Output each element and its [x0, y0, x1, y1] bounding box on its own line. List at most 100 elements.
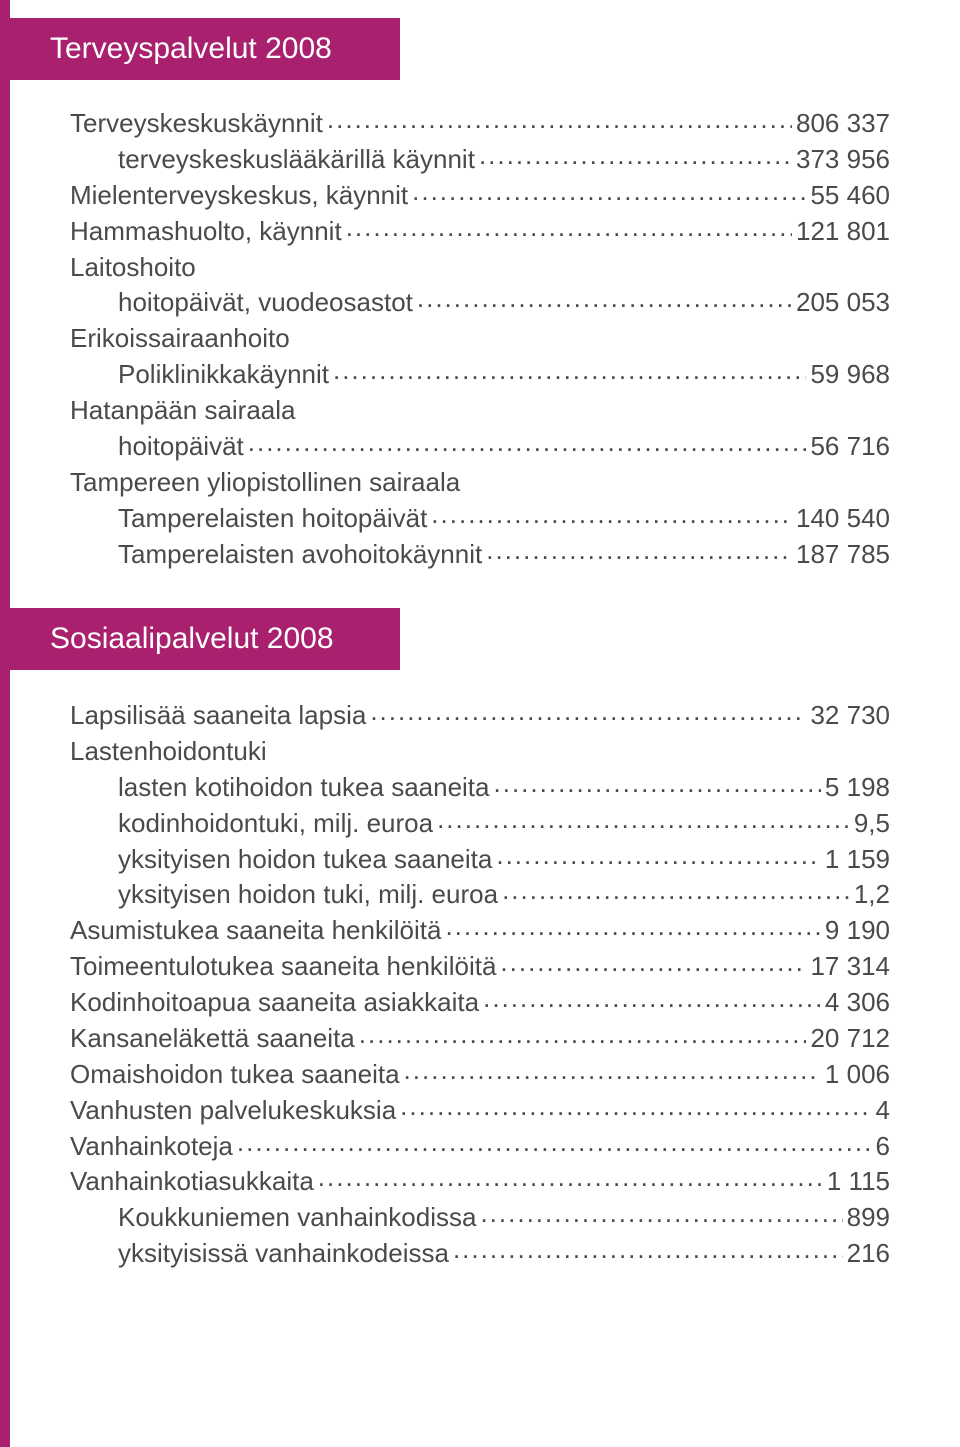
leader-dots	[496, 842, 821, 868]
stat-row: Kodinhoitoapua saaneita asiakkaita 4 306	[70, 985, 890, 1021]
stat-row: Mielenterveyskeskus, käynnit55 460	[70, 178, 890, 214]
stat-value: 9 190	[825, 913, 890, 949]
leader-dots	[494, 770, 821, 796]
leader-dots	[417, 285, 792, 311]
stat-label: Laitoshoito	[70, 250, 196, 286]
stat-label: Vanhainkoteja	[70, 1129, 233, 1165]
stat-value: 5 198	[825, 770, 890, 806]
leader-dots	[479, 142, 792, 168]
stat-row: Omaishoidon tukea saaneita 1 006	[70, 1057, 890, 1093]
stat-value: 32 730	[810, 698, 890, 734]
section-title: Terveyspalvelut 2008	[50, 32, 332, 65]
stat-row: yksityisen hoidon tuki, milj. euroa 1,2	[70, 877, 890, 913]
stat-value: 56 716	[810, 429, 890, 465]
stat-label: Asumistukea saaneita henkilöitä	[70, 913, 441, 949]
page: Terveyspalvelut 2008 Terveyskeskuskäynni…	[0, 0, 960, 1447]
leader-dots	[445, 913, 820, 939]
stat-row: Vanhainkoteja 6	[70, 1129, 890, 1165]
stat-label: Koukkuniemen vanhainkodissa	[118, 1200, 476, 1236]
stat-value: 1,2	[854, 877, 890, 913]
stat-value: 140 540	[796, 501, 890, 537]
leader-dots	[359, 1021, 807, 1047]
stat-label: yksityisen hoidon tukea saaneita	[118, 842, 492, 878]
stat-row: Hammashuolto, käynnit 121 801	[70, 214, 890, 250]
stat-row: Koukkuniemen vanhainkodissa 899	[70, 1200, 890, 1236]
leader-dots	[453, 1236, 843, 1262]
section-title: Sosiaalipalvelut 2008	[50, 622, 334, 655]
stat-row: Lapsilisää saaneita lapsia 32 730	[70, 698, 890, 734]
left-accent-bar	[0, 0, 10, 1447]
leader-dots	[486, 537, 792, 563]
stat-value: 9,5	[854, 806, 890, 842]
leader-dots	[400, 1093, 871, 1119]
stat-row: terveyskeskuslääkärillä käynnit373 956	[70, 142, 890, 178]
stat-row: Vanhainkotiasukkaita 1 115	[70, 1164, 890, 1200]
stat-value: 806 337	[796, 106, 890, 142]
stat-value: 899	[847, 1200, 890, 1236]
stat-row: lasten kotihoidon tukea saaneita5 198	[70, 770, 890, 806]
leader-dots	[480, 1200, 842, 1226]
stat-value: 4 306	[825, 985, 890, 1021]
stat-row: Poliklinikkakäynnit 59 968	[70, 357, 890, 393]
stat-label: yksityisen hoidon tuki, milj. euroa	[118, 877, 498, 913]
stat-label: Tamperelaisten hoitopäivät	[118, 501, 427, 537]
stat-row: Lastenhoidontuki	[70, 734, 890, 770]
stat-label: Hatanpään sairaala	[70, 393, 296, 429]
leader-dots	[404, 1057, 821, 1083]
stat-row: Erikoissairaanhoito	[70, 321, 890, 357]
stat-row: kodinhoidontuki, milj. euroa9,5	[70, 806, 890, 842]
leader-dots	[248, 429, 807, 455]
stat-label: hoitopäivät	[118, 429, 244, 465]
section-heading-terveyspalvelut: Terveyspalvelut 2008	[0, 18, 400, 80]
stat-label: Lapsilisää saaneita lapsia	[70, 698, 366, 734]
stat-label: Hammashuolto, käynnit	[70, 214, 342, 250]
stat-value: 55 460	[810, 178, 890, 214]
stat-label: Vanhusten palvelukeskuksia	[70, 1093, 396, 1129]
stat-row: Tamperelaisten hoitopäivät 140 540	[70, 501, 890, 537]
stat-label: Poliklinikkakäynnit	[118, 357, 329, 393]
leader-dots	[370, 698, 806, 724]
stat-value: 121 801	[796, 214, 890, 250]
stat-row: Asumistukea saaneita henkilöitä 9 190	[70, 913, 890, 949]
stat-value: 1 159	[825, 842, 890, 878]
stat-value: 205 053	[796, 285, 890, 321]
stat-row: yksityisissä vanhainkodeissa216	[70, 1236, 890, 1272]
stat-label: Erikoissairaanhoito	[70, 321, 290, 357]
stat-row: Kansaneläkettä saaneita 20 712	[70, 1021, 890, 1057]
section-content-sosiaalipalvelut: Lapsilisää saaneita lapsia 32 730 Lastenho…	[70, 698, 890, 1272]
leader-dots	[318, 1164, 823, 1190]
leader-dots	[412, 178, 806, 204]
stat-row: hoitopäivät, vuodeosastot 205 053	[70, 285, 890, 321]
stat-label: yksityisissä vanhainkodeissa	[118, 1236, 449, 1272]
stat-label: Kodinhoitoapua saaneita asiakkaita	[70, 985, 479, 1021]
leader-dots	[502, 877, 850, 903]
leader-dots	[333, 357, 806, 383]
leader-dots	[483, 985, 821, 1011]
stat-label: Omaishoidon tukea saaneita	[70, 1057, 400, 1093]
stat-label: Toimeentulotukea saaneita henkilöitä	[70, 949, 496, 985]
stat-value: 1 006	[825, 1057, 890, 1093]
stat-row: Tamperelaisten avohoitokäynnit187 785	[70, 537, 890, 573]
section-content-terveyspalvelut: Terveyskeskuskäynnit806 337terveyskeskus…	[70, 106, 890, 572]
stat-row: Hatanpään sairaala	[70, 393, 890, 429]
leader-dots	[237, 1129, 872, 1155]
section-heading-sosiaalipalvelut: Sosiaalipalvelut 2008	[0, 608, 400, 670]
leader-dots	[346, 214, 792, 240]
stat-label: Vanhainkotiasukkaita	[70, 1164, 314, 1200]
stat-row: Terveyskeskuskäynnit806 337	[70, 106, 890, 142]
stat-value: 59 968	[810, 357, 890, 393]
stat-label: Tampereen yliopistollinen sairaala	[70, 465, 460, 501]
stat-label: Kansaneläkettä saaneita	[70, 1021, 355, 1057]
stat-value: 20 712	[810, 1021, 890, 1057]
stat-label: hoitopäivät, vuodeosastot	[118, 285, 413, 321]
stat-label: Lastenhoidontuki	[70, 734, 267, 770]
stat-value: 6	[876, 1129, 890, 1165]
leader-dots	[437, 806, 850, 832]
stat-row: hoitopäivät 56 716	[70, 429, 890, 465]
stat-label: terveyskeskuslääkärillä käynnit	[118, 142, 475, 178]
stat-value: 1 115	[827, 1164, 890, 1200]
stat-row: Tampereen yliopistollinen sairaala	[70, 465, 890, 501]
leader-dots	[431, 501, 792, 527]
stat-row: Vanhusten palvelukeskuksia4	[70, 1093, 890, 1129]
stat-value: 17 314	[810, 949, 890, 985]
